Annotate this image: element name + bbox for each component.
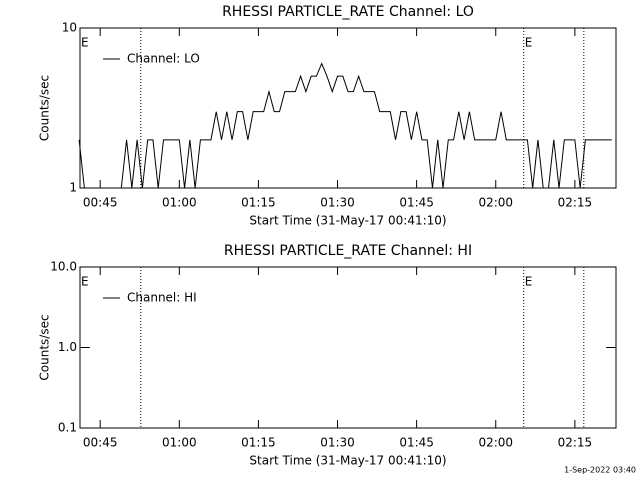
annotation: E <box>525 275 533 289</box>
x-tick-label: 01:30 <box>320 436 355 450</box>
x-axis-label: Start Time (31-May-17 00:41:10) <box>249 454 446 468</box>
y-tick-label: 10.0 <box>50 260 77 274</box>
plot-frame <box>79 266 617 429</box>
legend-label: Channel: LO <box>127 52 200 66</box>
x-tick-label: 02:00 <box>478 196 513 210</box>
x-tick-label: 01:45 <box>399 436 434 450</box>
annotation: E <box>525 36 533 50</box>
footer: 1-Sep-2022 03:40 <box>564 466 636 475</box>
x-tick-label: 01:15 <box>241 436 276 450</box>
y-tick-label: 1.0 <box>58 340 77 354</box>
x-tick-label: 00:45 <box>83 436 118 450</box>
y-axis-label: Counts/sec <box>38 314 52 380</box>
annotation: E <box>81 275 89 289</box>
x-tick-label: 00:45 <box>83 196 118 210</box>
x-tick-label: 02:15 <box>558 436 593 450</box>
x-tick-label: 01:00 <box>162 196 197 210</box>
y-tick-label: 0.1 <box>58 421 77 435</box>
x-tick-label: 01:45 <box>399 196 434 210</box>
legend-label: Channel: HI <box>127 291 197 305</box>
chart-title: RHESSI PARTICLE_RATE Channel: HI <box>224 243 472 259</box>
x-tick-label: 01:00 <box>162 436 197 450</box>
x-tick-label: 02:15 <box>558 196 593 210</box>
plot-frame <box>79 27 617 189</box>
x-axis-label: Start Time (31-May-17 00:41:10) <box>249 214 446 228</box>
y-tick-label: 10 <box>62 21 77 35</box>
chart-title: RHESSI PARTICLE_RATE Channel: LO <box>222 4 474 20</box>
x-tick-label: 01:30 <box>320 196 355 210</box>
x-tick-label: 02:00 <box>478 436 513 450</box>
data-line <box>78 62 612 189</box>
annotation: E <box>81 36 89 50</box>
y-axis-label: Counts/sec <box>38 75 52 141</box>
y-tick-label: 1 <box>69 181 77 195</box>
x-tick-label: 01:15 <box>241 196 276 210</box>
